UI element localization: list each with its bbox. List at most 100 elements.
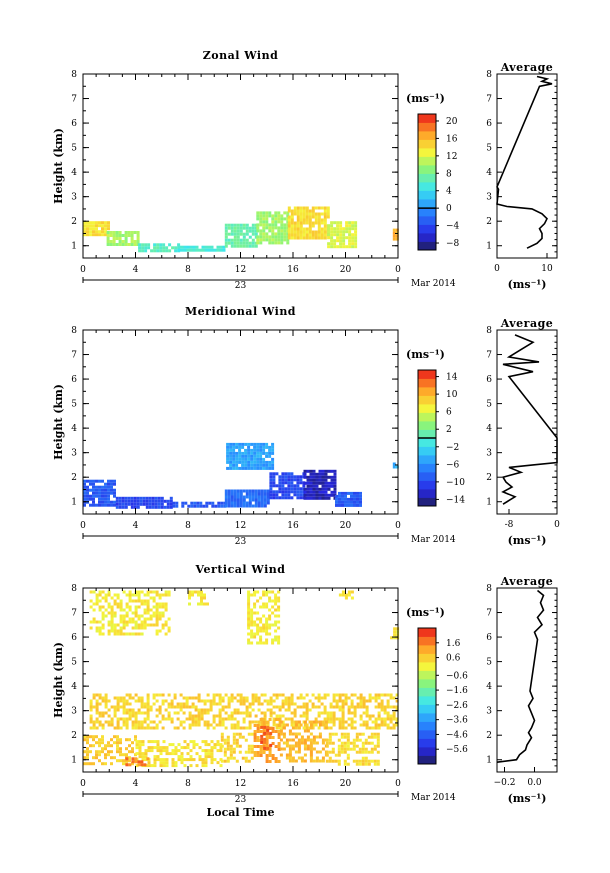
heat-cell xyxy=(164,708,168,712)
heat-cell xyxy=(272,478,276,482)
heat-cell xyxy=(279,729,283,733)
heat-cell xyxy=(107,720,111,724)
heat-cell xyxy=(183,245,187,249)
heat-cell xyxy=(352,747,356,751)
heat-cell xyxy=(376,732,380,736)
heat-cell xyxy=(218,696,222,700)
heat-cell xyxy=(383,693,387,697)
heat-cell xyxy=(287,224,291,228)
heat-cell xyxy=(230,232,234,236)
heat-cell xyxy=(227,489,231,493)
heat-cell xyxy=(242,232,246,236)
heat-cell xyxy=(127,234,131,237)
y-tick-label: 8 xyxy=(71,70,77,80)
heat-cell xyxy=(250,620,254,624)
heat-cell xyxy=(233,229,237,233)
heat-cell xyxy=(83,479,86,483)
heat-cell xyxy=(368,693,372,697)
heat-cell xyxy=(321,720,325,724)
heat-cell xyxy=(250,744,254,748)
heat-cell xyxy=(119,699,123,703)
heat-cell xyxy=(161,593,165,597)
heat-cell xyxy=(269,708,273,712)
heat-cell xyxy=(210,248,214,252)
heat-cell xyxy=(212,717,216,721)
heat-cell xyxy=(179,702,183,706)
heat-cell xyxy=(274,745,278,748)
heat-cell xyxy=(229,747,233,751)
heat-cell xyxy=(210,761,214,765)
heat-cell xyxy=(107,753,110,757)
heat-cell xyxy=(290,236,294,240)
heat-cell xyxy=(303,487,307,491)
heat-cell xyxy=(359,696,363,700)
heat-cell xyxy=(291,726,295,730)
heat-cell xyxy=(140,726,144,730)
heat-cell xyxy=(325,753,329,757)
heat-cell xyxy=(140,590,144,594)
heat-cell xyxy=(309,723,313,727)
heat-cell xyxy=(299,218,303,222)
heat-cell xyxy=(353,500,356,504)
heat-cell xyxy=(320,230,324,234)
heat-cell xyxy=(239,498,243,502)
heat-cell xyxy=(210,245,214,249)
heat-cell xyxy=(328,741,332,745)
heat-cell xyxy=(206,602,209,606)
heat-cell xyxy=(188,717,192,721)
heat-cell xyxy=(260,495,264,499)
heat-cell xyxy=(159,746,163,750)
heat-cell xyxy=(189,758,193,762)
heat-cell xyxy=(340,750,344,754)
heat-cell xyxy=(233,498,237,502)
heat-cell xyxy=(136,499,140,503)
heat-cell xyxy=(226,744,230,748)
heat-cell xyxy=(214,504,218,508)
heat-cell xyxy=(166,499,170,503)
heat-cell xyxy=(365,708,369,712)
heat-cell xyxy=(263,495,267,499)
heat-cell xyxy=(195,764,199,768)
heat-cell xyxy=(324,478,328,482)
heat-cell xyxy=(314,696,318,700)
heat-cell xyxy=(285,741,289,745)
heat-cell xyxy=(282,723,286,727)
heat-cell xyxy=(156,243,160,247)
heat-cell xyxy=(343,744,347,748)
heat-cell xyxy=(257,708,261,712)
heat-cell xyxy=(268,235,272,239)
heat-cell xyxy=(344,702,348,706)
heat-cell xyxy=(113,629,117,633)
heat-cell xyxy=(113,705,117,709)
heat-cell xyxy=(150,740,154,744)
heat-cell xyxy=(224,711,228,715)
heat-cell xyxy=(143,620,147,624)
heat-cell xyxy=(162,740,166,744)
heat-cell xyxy=(284,493,288,497)
heat-cell xyxy=(324,490,328,494)
heat-cell xyxy=(305,708,309,712)
heat-cell xyxy=(230,723,234,727)
x-tick-label: 16 xyxy=(287,521,299,531)
heat-cell xyxy=(191,705,195,709)
heat-cell xyxy=(134,723,138,727)
heat-cell xyxy=(235,466,239,470)
heat-cell xyxy=(147,243,151,247)
heat-cell xyxy=(300,741,304,745)
heat-cell xyxy=(134,738,137,742)
heat-cell xyxy=(305,705,309,709)
heat-cell xyxy=(104,494,107,498)
heat-cell xyxy=(254,696,258,700)
heat-cell xyxy=(137,708,141,712)
heat-cell xyxy=(257,492,261,496)
heat-cell xyxy=(95,479,98,483)
heat-cell xyxy=(311,702,315,706)
heat-cell xyxy=(161,726,165,730)
heat-cell xyxy=(141,758,145,762)
heat-cell xyxy=(98,605,102,609)
heat-cell xyxy=(101,230,104,234)
heat-cell xyxy=(223,750,227,754)
heat-cell xyxy=(248,711,252,715)
heat-cell xyxy=(224,226,228,230)
heat-cell xyxy=(262,724,266,727)
